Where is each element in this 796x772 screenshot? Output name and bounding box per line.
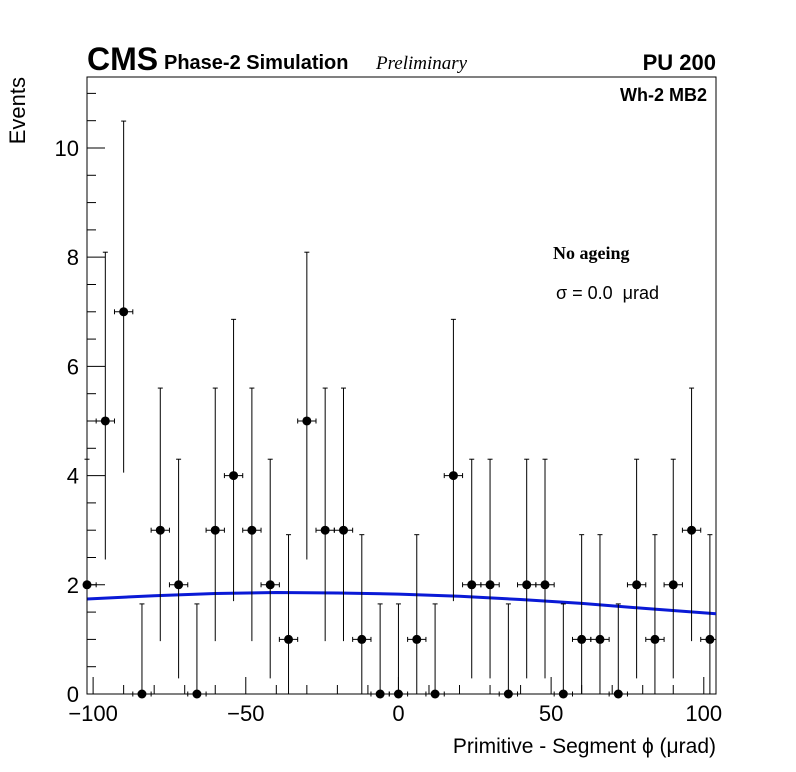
cms-label: CMS (87, 41, 158, 77)
data-point (480, 458, 500, 679)
data-point (626, 458, 647, 679)
data-point (205, 387, 225, 642)
data-point (645, 534, 665, 694)
fit-curve (86, 590, 717, 616)
y-tick-label: 2 (67, 573, 79, 598)
data-point (352, 534, 372, 694)
data-point (297, 251, 317, 560)
y-tick-label: 4 (67, 464, 79, 489)
data-point (407, 534, 427, 694)
data-points-layer (82, 120, 717, 699)
data-point (535, 458, 555, 679)
y-tick-label: 6 (67, 354, 79, 379)
x-tick-label: −100 (68, 701, 118, 726)
data-point (498, 603, 519, 699)
y-tick-label: 0 (67, 682, 79, 707)
data-point (370, 603, 390, 699)
x-tick-label: 50 (539, 701, 563, 726)
x-tick-label: −50 (227, 701, 264, 726)
data-point (571, 534, 592, 694)
x-axis-label: Primitive - Segment ϕ (μrad) (453, 735, 716, 758)
data-point (388, 603, 409, 699)
data-point (608, 603, 628, 699)
data-point (443, 318, 464, 602)
preliminary-label: Preliminary (375, 53, 468, 74)
data-point (663, 458, 683, 679)
data-point (242, 387, 262, 642)
condition-label: No ageing (553, 243, 630, 263)
data-point (132, 603, 152, 699)
data-point (260, 458, 280, 679)
tick-labels: −100 −50 0 50 100 0 2 4 6 8 10 (55, 136, 723, 726)
data-point (113, 120, 134, 473)
data-point (333, 387, 354, 642)
y-tick-label: 8 (67, 245, 79, 270)
data-point (590, 534, 610, 694)
x-tick-label: 0 (392, 701, 404, 726)
x-tick-label: 100 (685, 701, 722, 726)
fit-curve-layer (86, 590, 717, 616)
axis-ticks (87, 92, 705, 695)
data-point (82, 458, 97, 679)
data-point (425, 603, 445, 699)
data-point (462, 458, 482, 679)
data-point (517, 458, 537, 679)
sigma-label: σ = 0.0 μrad (556, 283, 659, 303)
y-axis-label: Events (5, 77, 30, 144)
y-tick-label: 10 (55, 136, 79, 161)
data-point (278, 534, 299, 694)
simulation-label: Phase-2 Simulation (164, 52, 349, 74)
data-point (150, 387, 170, 642)
data-point (681, 387, 702, 642)
data-point (223, 318, 244, 602)
data-point (95, 251, 115, 560)
data-point (168, 458, 189, 679)
data-point (315, 387, 335, 642)
data-point (700, 534, 717, 694)
data-point (187, 603, 207, 699)
plot-frame (86, 76, 717, 695)
data-point (553, 603, 573, 699)
region-label: Wh-2 MB2 (620, 85, 707, 105)
pileup-label: PU 200 (643, 50, 716, 75)
